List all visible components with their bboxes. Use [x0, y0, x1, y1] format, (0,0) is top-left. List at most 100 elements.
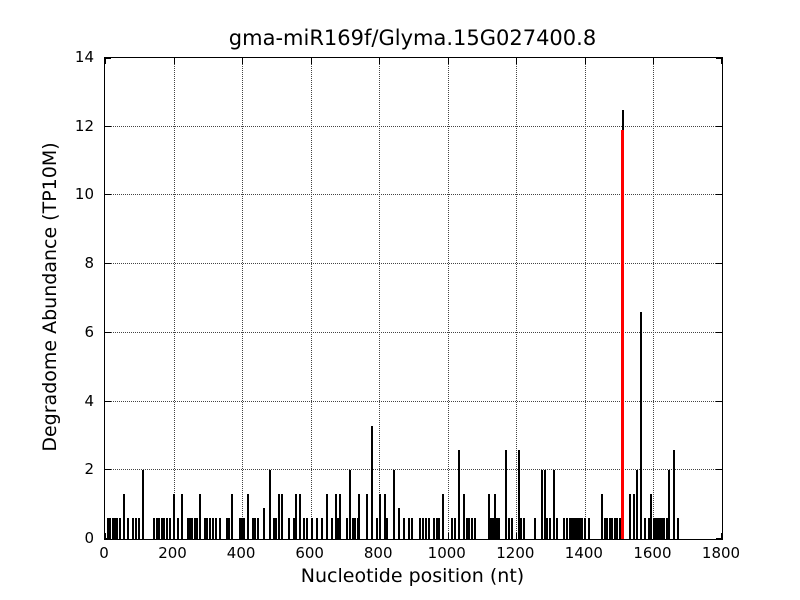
y-tick-right	[716, 400, 722, 402]
degradome-bar	[206, 518, 209, 539]
degradome-bar	[568, 518, 571, 539]
degradome-bar	[186, 518, 189, 539]
degradome-bar	[131, 518, 134, 539]
degradome-bar	[606, 518, 609, 539]
degradome-bar	[226, 518, 228, 539]
x-tick-label: 400	[226, 544, 256, 562]
x-tick-label: 0	[99, 544, 109, 562]
cleavage-site-marker	[620, 130, 624, 539]
degradome-bar	[458, 449, 461, 539]
degradome-bar	[425, 518, 428, 539]
degradome-bar	[203, 518, 206, 539]
degradome-bar	[211, 518, 214, 539]
degradome-bar	[574, 518, 577, 539]
degradome-bar	[166, 518, 168, 539]
y-tick-label: 2	[84, 460, 94, 479]
degradome-bar	[188, 518, 191, 539]
degradome-bar	[604, 518, 607, 539]
degradome-bar	[632, 494, 635, 539]
degradome-bar	[254, 518, 257, 539]
degradome-bar	[288, 518, 291, 539]
degradome-bar	[600, 494, 603, 539]
x-tick-bottom	[105, 533, 106, 539]
degradome-bar	[126, 518, 129, 539]
degradome-bar	[629, 494, 632, 539]
degradome-bar	[640, 312, 643, 539]
y-tick-label: 12	[74, 116, 94, 135]
degradome-bar	[168, 518, 171, 539]
degradome-bar	[162, 518, 165, 539]
x-tick-bottom	[721, 533, 722, 539]
degradome-bar	[508, 518, 511, 539]
x-gridline	[447, 58, 449, 539]
degradome-bar	[541, 470, 543, 539]
degradome-bar	[411, 518, 414, 539]
degradome-bar	[263, 508, 266, 539]
x-tick-label: 1200	[496, 544, 535, 562]
x-tick-label: 600	[295, 544, 324, 562]
degradome-bar	[658, 518, 661, 539]
degradome-bar	[473, 518, 476, 539]
degradome-bar	[280, 494, 283, 539]
y-tick-left	[105, 469, 111, 471]
degradome-bar	[656, 518, 659, 539]
degradome-bar	[491, 518, 494, 539]
degradome-bar	[294, 494, 297, 539]
degradome-bar	[116, 518, 119, 539]
degradome-bar	[257, 518, 260, 539]
degradome-bar	[660, 518, 663, 539]
degradome-bar	[635, 470, 638, 539]
degradome-bar	[676, 518, 679, 539]
degradome-bar	[243, 518, 246, 539]
degradome-bar	[613, 518, 616, 539]
y-tick-label: 6	[84, 322, 94, 341]
x-tick-top	[242, 58, 244, 64]
x-tick-label: 200	[158, 544, 187, 562]
degradome-bar	[268, 470, 271, 539]
x-gridline	[584, 58, 586, 539]
degradome-bar	[118, 518, 121, 539]
degradome-bar	[155, 518, 158, 539]
degradome-bar	[272, 518, 275, 539]
degradome-bar	[172, 494, 175, 539]
x-gridline	[242, 58, 244, 539]
degradome-bar	[438, 518, 441, 539]
degradome-bar	[176, 518, 179, 539]
degradome-bar	[505, 449, 508, 539]
degradome-bar	[231, 494, 234, 539]
degradome-bar	[422, 518, 425, 539]
degradome-bar	[522, 518, 525, 539]
x-gridline	[653, 58, 655, 539]
degradome-bar	[587, 518, 590, 539]
degradome-bar	[354, 518, 357, 539]
degradome-bar	[435, 518, 438, 539]
degradome-bar	[647, 518, 650, 539]
degradome-bar	[198, 494, 201, 539]
x-tick-top	[105, 58, 106, 64]
degradome-bar	[566, 518, 569, 539]
x-tick-top	[516, 58, 518, 64]
degradome-bar	[153, 518, 156, 539]
degradome-bar	[654, 518, 657, 539]
degradome-bar	[402, 518, 405, 539]
degradome-bar	[330, 518, 333, 539]
degradome-bar	[370, 425, 373, 539]
x-tick-top	[310, 58, 312, 64]
degradome-bar	[471, 518, 474, 539]
degradome-bar	[345, 518, 348, 539]
x-tick-label: 1000	[427, 544, 466, 562]
degradome-bar	[665, 518, 668, 539]
x-tick-label: 800	[363, 544, 393, 562]
degradome-bar	[663, 518, 666, 539]
degradome-bar	[418, 518, 421, 539]
degradome-bar	[553, 470, 555, 539]
degradome-bar	[375, 518, 378, 539]
y-gridline	[105, 194, 722, 196]
degradome-bar	[570, 518, 573, 539]
x-gridline	[379, 58, 381, 539]
y-tick-right	[716, 58, 722, 59]
degradome-bar	[278, 494, 281, 539]
degradome-bar	[667, 470, 670, 539]
degradome-bar	[334, 494, 337, 539]
x-gridline	[310, 58, 312, 539]
